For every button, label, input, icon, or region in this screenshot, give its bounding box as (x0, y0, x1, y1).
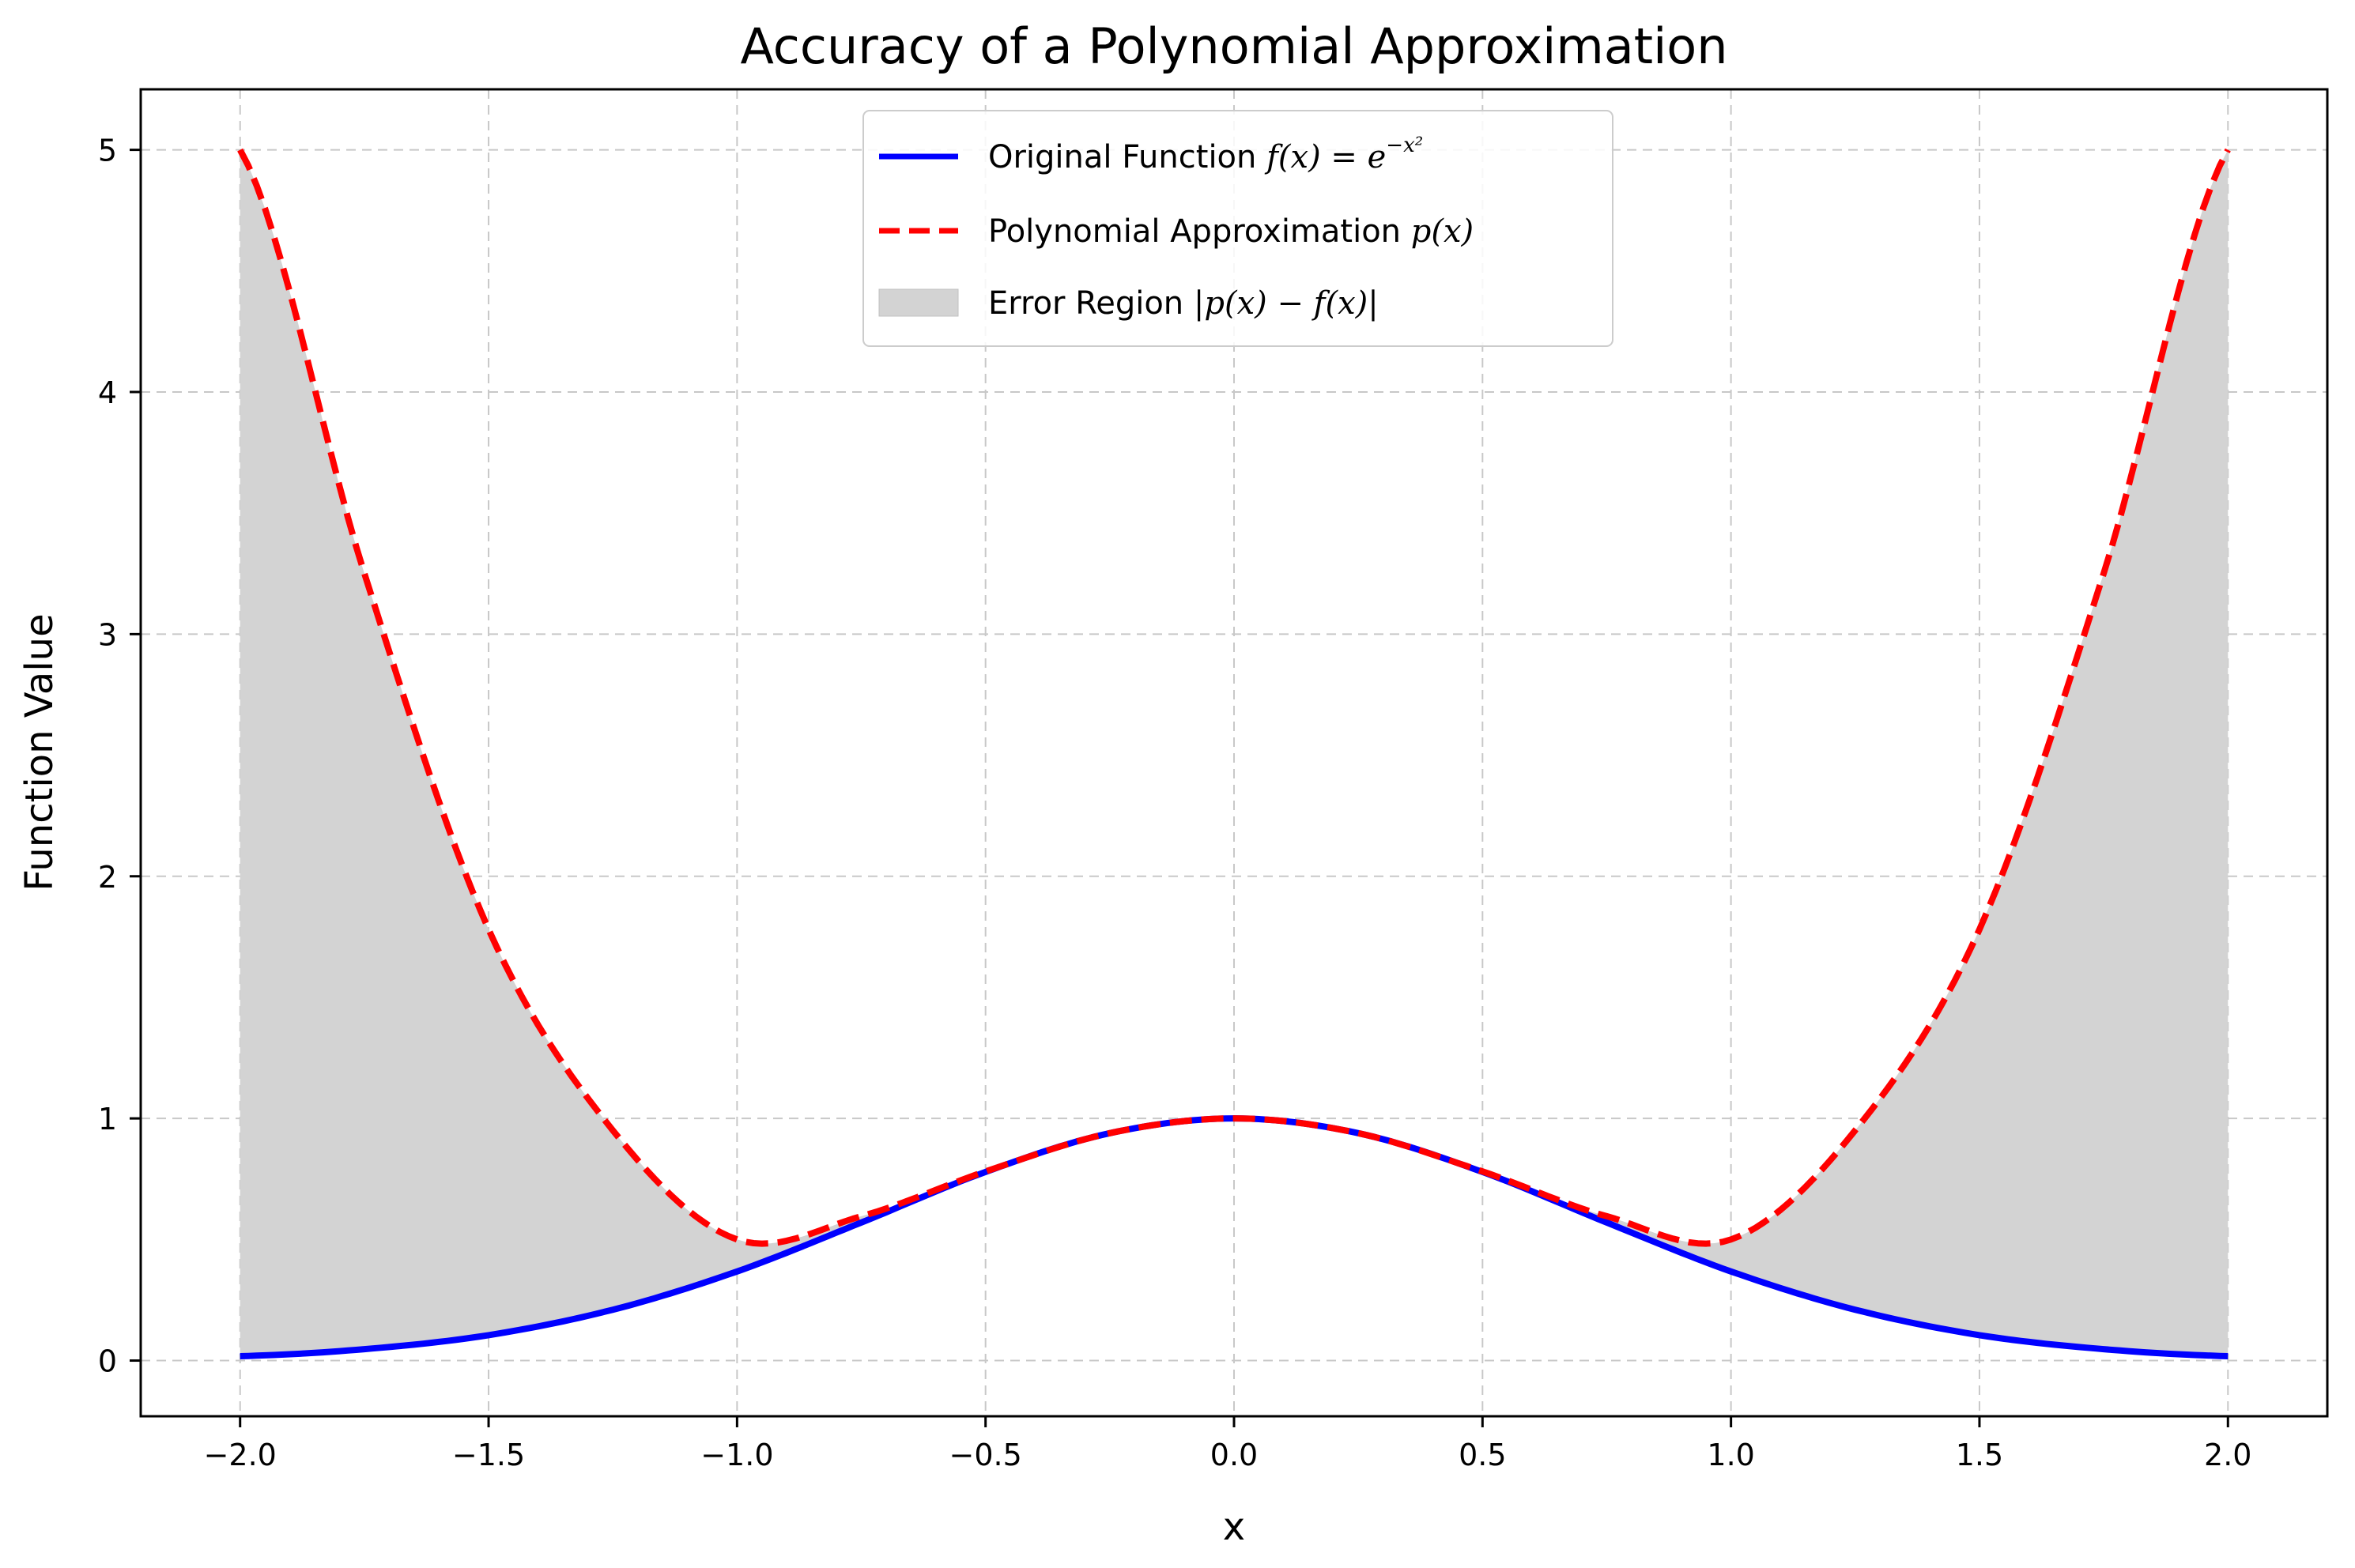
legend-error-math: |p(x) − f(x)| (1194, 285, 1379, 322)
x-tick-label: 0.0 (1210, 1438, 1258, 1472)
chart-title: Accuracy of a Polynomial Approximation (740, 17, 1727, 75)
y-tick-label: 5 (98, 134, 117, 168)
x-axis-label: x (1223, 1505, 1245, 1549)
x-tick-label: 1.0 (1707, 1438, 1754, 1472)
legend-original-math: f(x) = e (1264, 139, 1386, 175)
y-axis-label: Function Value (17, 613, 62, 891)
y-tick-label: 2 (98, 860, 117, 895)
legend-box (862, 110, 1613, 347)
x-tick-label: 1.5 (1956, 1438, 2003, 1472)
x-tick-label: 0.5 (1459, 1438, 1506, 1472)
ticks: −2.0 −1.5 −1.0 −0.5 0.0 0.5 1.0 1.5 2.0 0 1 2 3 4 5 (98, 134, 2252, 1472)
y-tick-label: 3 (98, 617, 117, 652)
legend: Original Function f(x) = e−x² Polynomial… (862, 110, 1613, 347)
legend-original-exponent: −x² (1386, 134, 1423, 157)
x-tick-label: −0.5 (949, 1438, 1022, 1472)
x-tick-label: −1.0 (700, 1438, 773, 1472)
legend-polynomial-math: p(x) (1411, 213, 1474, 250)
legend-error-region: Error Region |p(x) − f(x)| (988, 285, 1379, 322)
y-tick-label: 1 (98, 1102, 117, 1136)
series-layer (237, 148, 2231, 1359)
legend-original-function: Original Function f(x) = e−x² (988, 134, 1423, 175)
polynomial-approximation-line (237, 148, 2231, 1247)
y-tick-label: 4 (98, 375, 117, 410)
x-tick-label: −1.5 (452, 1438, 525, 1472)
error-region (240, 149, 2229, 1357)
legend-polynomial-text: Polynomial Approximation (988, 213, 1411, 250)
x-tick-label: 2.0 (2204, 1438, 2251, 1472)
legend-polynomial-approximation: Polynomial Approximation p(x) (988, 213, 1474, 250)
y-tick-label: 0 (98, 1344, 117, 1379)
legend-error-text: Error Region (988, 285, 1194, 322)
legend-error-region-swatch (878, 288, 959, 317)
x-tick-label: −2.0 (204, 1438, 277, 1472)
legend-original-text: Original Function (988, 139, 1266, 175)
error-region-layer (240, 149, 2229, 1357)
